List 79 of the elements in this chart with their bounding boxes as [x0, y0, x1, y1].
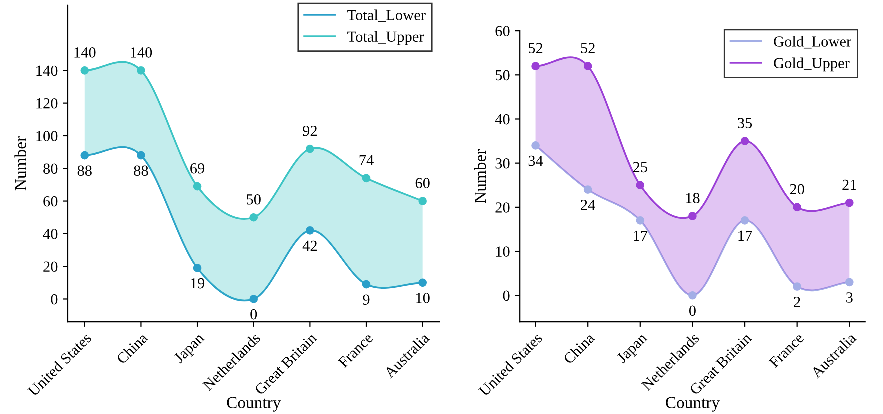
point: [845, 198, 854, 208]
data-label: 10: [416, 293, 430, 304]
point: [532, 62, 540, 70]
data-label: 92: [303, 126, 317, 136]
point: [306, 226, 314, 235]
point: [740, 137, 750, 146]
y-tick-label: 40: [43, 229, 58, 240]
data-label: 0: [689, 306, 696, 316]
data-label: 17: [634, 230, 648, 241]
data-label: 42: [302, 240, 317, 251]
data-label: 3: [846, 292, 853, 303]
point: [137, 151, 146, 160]
data-label: 17: [738, 230, 752, 241]
data-label: 60: [416, 178, 430, 188]
data-label: 19: [191, 278, 205, 289]
x-axis-title: Country: [227, 397, 282, 412]
y-tick-label: 10: [496, 246, 510, 257]
data-label: 0: [250, 309, 258, 320]
legend-label: Gold_Lower: [774, 36, 852, 49]
legend-label: Total_Upper: [348, 31, 424, 46]
point: [418, 197, 428, 206]
point: [688, 291, 697, 300]
data-label: 140: [131, 48, 152, 58]
data-label: 20: [790, 184, 804, 195]
point: [793, 203, 802, 212]
y-tick-label: 80: [44, 164, 58, 174]
legend-label: Gold_Upper: [774, 58, 850, 72]
point: [137, 66, 146, 75]
point: [740, 216, 750, 225]
data-label: 25: [633, 162, 648, 173]
y-tick-label: 40: [495, 114, 510, 125]
y-tick-label: 50: [496, 70, 510, 81]
point: [845, 278, 854, 287]
point: [636, 216, 645, 225]
point: [362, 280, 371, 289]
x-axis-title: Country: [666, 397, 720, 412]
y-tick-label: 140: [36, 66, 58, 76]
y-tick-label: 20: [44, 262, 58, 272]
legend-label: Total_Lower: [348, 10, 426, 22]
point: [80, 66, 90, 75]
point: [418, 278, 428, 288]
data-label: 2: [794, 297, 800, 308]
point: [584, 186, 592, 194]
y-axis-title: Number: [474, 149, 486, 204]
data-label: 18: [686, 193, 700, 204]
data-label: 140: [74, 48, 96, 58]
y-tick-label: 120: [36, 98, 58, 109]
data-label: 88: [134, 166, 148, 176]
y-axis-title: Number: [14, 136, 26, 191]
data-label: 88: [78, 166, 92, 176]
y-tick-label: 0: [503, 290, 510, 302]
data-label: 52: [581, 43, 595, 54]
data-label: 24: [581, 200, 596, 210]
point: [250, 295, 258, 304]
point: [584, 62, 592, 70]
point: [193, 182, 202, 191]
point: [250, 213, 258, 222]
point: [793, 282, 802, 291]
data-label: 69: [190, 164, 205, 174]
data-label: 9: [363, 294, 370, 306]
data-label: 52: [529, 43, 543, 54]
y-tick-label: 20: [496, 202, 510, 213]
data-label: 50: [247, 194, 261, 205]
point: [688, 212, 697, 220]
point: [80, 151, 90, 160]
point: [532, 142, 540, 150]
y-tick-label: 30: [496, 158, 510, 169]
y-tick-label: 100: [36, 131, 58, 142]
data-label: 35: [738, 118, 752, 128]
point: [636, 181, 645, 190]
data-label: 34: [528, 156, 544, 166]
data-label: 74: [360, 155, 374, 166]
point: [306, 144, 314, 154]
y-tick-label: 0: [51, 294, 58, 305]
data-label: 21: [842, 180, 856, 190]
y-tick-label: 60: [44, 196, 58, 207]
point: [193, 264, 202, 272]
y-tick-label: 60: [496, 26, 510, 36]
point: [362, 174, 371, 183]
